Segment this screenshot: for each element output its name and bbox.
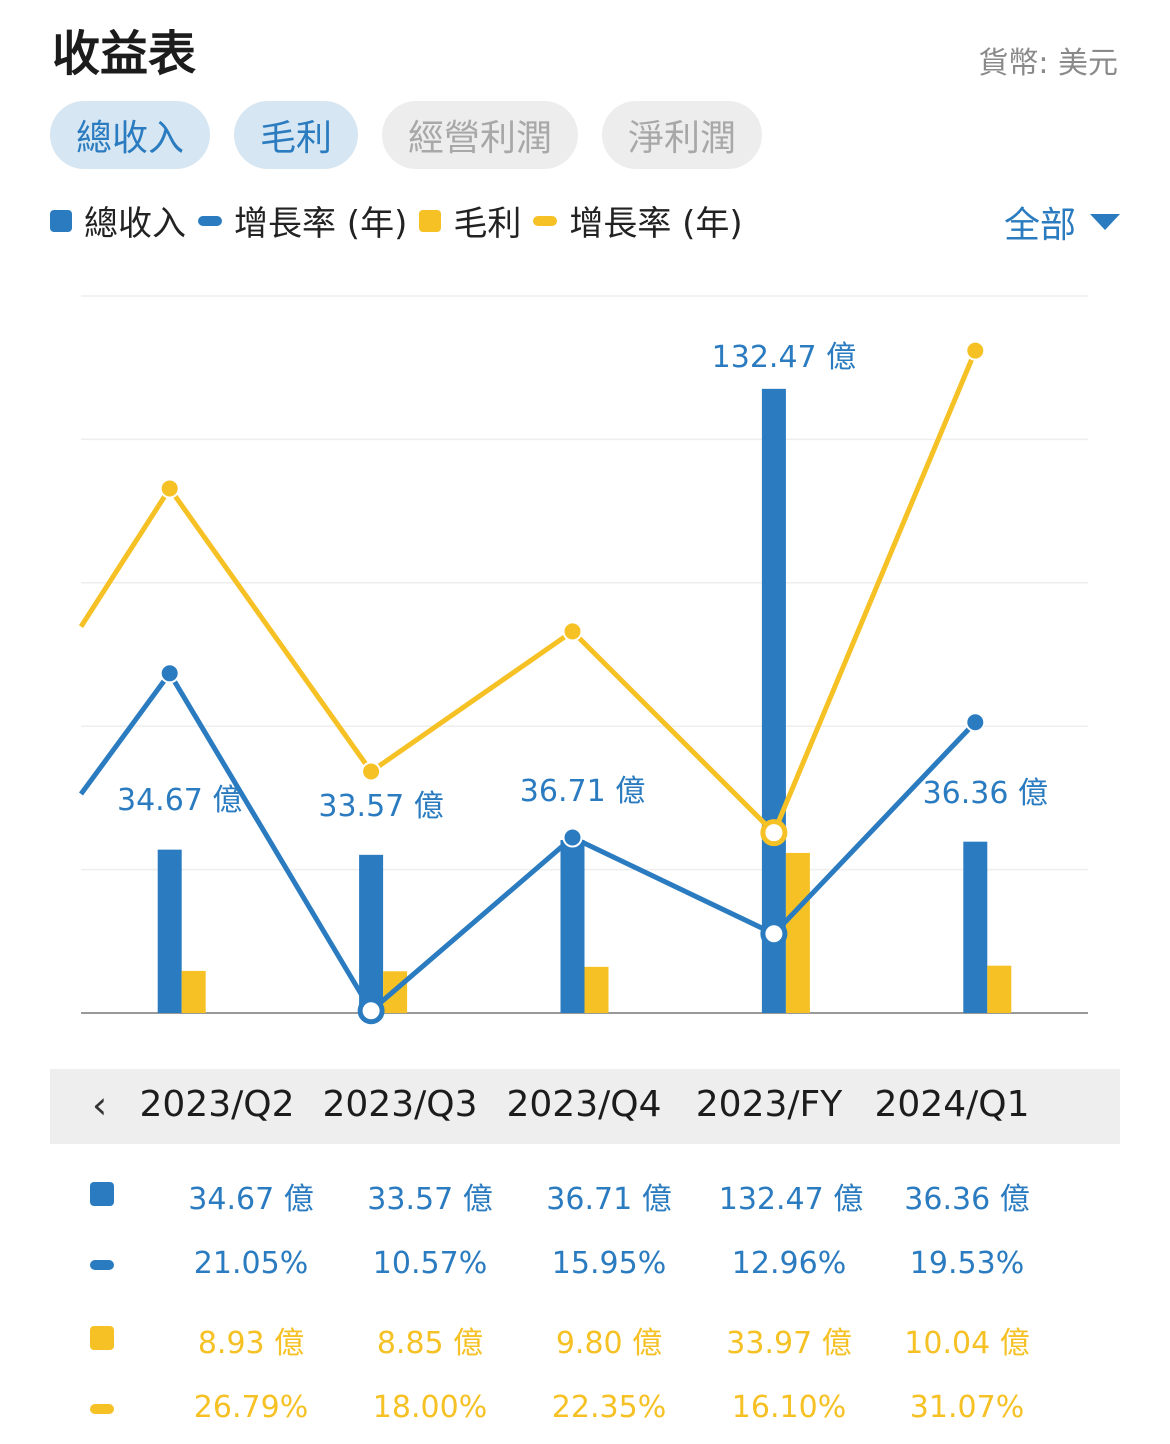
bar-value-label: 36.36 億 xyxy=(923,776,1048,811)
period-label[interactable]: 2023/Q2 xyxy=(139,1084,295,1125)
table-cell: 22.35% xyxy=(551,1390,667,1425)
table-cell: 16.10% xyxy=(731,1390,847,1425)
period-label[interactable]: 2023/Q4 xyxy=(506,1084,662,1125)
table-cell: 31.07% xyxy=(909,1390,1025,1425)
table-cell: 10.57% xyxy=(372,1246,488,1281)
filter-label: 全部 xyxy=(1003,205,1076,246)
table-cell: 18.00% xyxy=(372,1390,488,1425)
legend-revenue-growth-label: 增長率 (年) xyxy=(234,204,408,244)
bar-value-label: 132.47 億 xyxy=(712,340,857,375)
bar-gross-profit xyxy=(987,965,1012,1013)
period-selector: ‹ 2023/Q2 2023/Q3 2023/Q4 2023/FY 2024/Q… xyxy=(50,1069,1120,1144)
tab-operating-profit[interactable]: 經營利潤 xyxy=(382,101,579,169)
page-title: 收益表 xyxy=(52,26,197,82)
line-gross-growth-point xyxy=(562,621,583,642)
line-gross-growth-point xyxy=(159,478,180,499)
period-label[interactable]: 2023/Q3 xyxy=(322,1084,478,1125)
table-cell: 36.71 億 xyxy=(546,1182,672,1217)
bar-gross-profit xyxy=(584,966,609,1013)
legend-gross: 毛利 xyxy=(419,196,521,245)
currency-label: 貨幣: 美元 xyxy=(978,46,1118,81)
table-cell: 8.85 億 xyxy=(376,1326,484,1361)
line-gross-growth-point xyxy=(965,340,986,361)
period-label[interactable]: 2024/Q1 xyxy=(874,1084,1030,1125)
line-revenue-growth-point xyxy=(760,920,788,948)
line-revenue-growth-point xyxy=(562,827,583,848)
blue-square-icon xyxy=(90,1182,114,1206)
table-cell: 15.95% xyxy=(551,1246,667,1281)
legend-gross-label: 毛利 xyxy=(453,204,522,244)
metric-tabs: 總收入 毛利 經營利潤 淨利潤 xyxy=(50,101,763,169)
yellow-dash-icon xyxy=(90,1404,114,1414)
legend-revenue-growth: 增長率 (年) xyxy=(198,196,407,245)
table-cell: 12.96% xyxy=(731,1246,847,1281)
legend-revenue-label: 總收入 xyxy=(84,204,186,244)
line-gross-growth-point xyxy=(760,819,788,847)
tab-revenue[interactable]: 總收入 xyxy=(50,101,211,169)
table-cell: 8.93 億 xyxy=(197,1326,305,1361)
table-cell: 9.80 億 xyxy=(555,1326,663,1361)
bar-gross-profit xyxy=(785,852,810,1013)
income-chart: 34.67 億 33.57 億 36.71 億 132.47 億 36.36 億 xyxy=(78,295,1088,1025)
blue-dash-icon xyxy=(198,215,222,226)
yellow-square-icon xyxy=(90,1326,114,1350)
line-revenue-growth-point xyxy=(357,997,385,1025)
chevron-left-icon[interactable]: ‹ xyxy=(92,1083,108,1127)
table-row-revenue-growth: 21.05% 10.57% 15.95% 12.96% 19.53% xyxy=(0,1240,1170,1290)
bar-gross-profit xyxy=(181,970,206,1013)
bar-revenue xyxy=(157,849,182,1013)
tab-net-profit[interactable]: 淨利潤 xyxy=(602,101,763,169)
legend-revenue: 總收入 xyxy=(50,196,186,245)
legend-gross-growth: 增長率 (年) xyxy=(533,196,743,245)
tab-gross-profit[interactable]: 毛利 xyxy=(234,101,359,169)
bar-revenue xyxy=(560,840,585,1013)
table-cell: 132.47 億 xyxy=(718,1182,864,1217)
line-revenue-growth-point xyxy=(159,663,180,684)
bar-revenue xyxy=(761,388,786,1013)
table-cell: 36.36 億 xyxy=(904,1182,1030,1217)
table-cell: 26.79% xyxy=(193,1390,309,1425)
yellow-square-icon xyxy=(419,209,442,232)
yellow-dash-icon xyxy=(533,215,558,226)
bar-revenue xyxy=(963,841,988,1013)
line-revenue-growth xyxy=(78,670,978,1014)
table-cell: 34.67 億 xyxy=(188,1182,314,1217)
legend-gross-growth-label: 增長率 (年) xyxy=(569,204,743,244)
table-row-revenue: 34.67 億 33.57 億 36.71 億 132.47 億 36.36 億 xyxy=(0,1168,1170,1218)
filter-dropdown[interactable]: 全部 xyxy=(1004,196,1120,248)
blue-square-icon xyxy=(50,209,72,232)
table-cell: 19.53% xyxy=(909,1246,1025,1281)
line-gross-growth-point xyxy=(361,761,382,782)
table-row-gross: 8.93 億 8.85 億 9.80 億 33.97 億 10.04 億 xyxy=(0,1312,1170,1362)
table-cell: 33.97 億 xyxy=(726,1326,852,1361)
table-cell: 33.57 億 xyxy=(367,1182,493,1217)
table-cell: 10.04 億 xyxy=(904,1326,1030,1361)
table-cell: 21.05% xyxy=(193,1246,309,1281)
line-gross-growth xyxy=(78,349,978,836)
line-revenue-growth-point xyxy=(965,712,986,733)
bar-value-label: 33.57 億 xyxy=(318,789,443,824)
blue-dash-icon xyxy=(90,1260,114,1270)
chart-legend: 總收入 增長率 (年) 毛利 增長率 (年) xyxy=(50,196,755,245)
triangle-down-icon xyxy=(1090,214,1120,230)
bar-revenue xyxy=(359,854,384,1013)
bar-value-label: 34.67 億 xyxy=(117,783,242,818)
bar-value-label: 36.71 億 xyxy=(520,774,645,809)
table-row-gross-growth: 26.79% 18.00% 22.35% 16.10% 31.07% xyxy=(0,1384,1170,1434)
period-label[interactable]: 2023/FY xyxy=(695,1084,843,1125)
